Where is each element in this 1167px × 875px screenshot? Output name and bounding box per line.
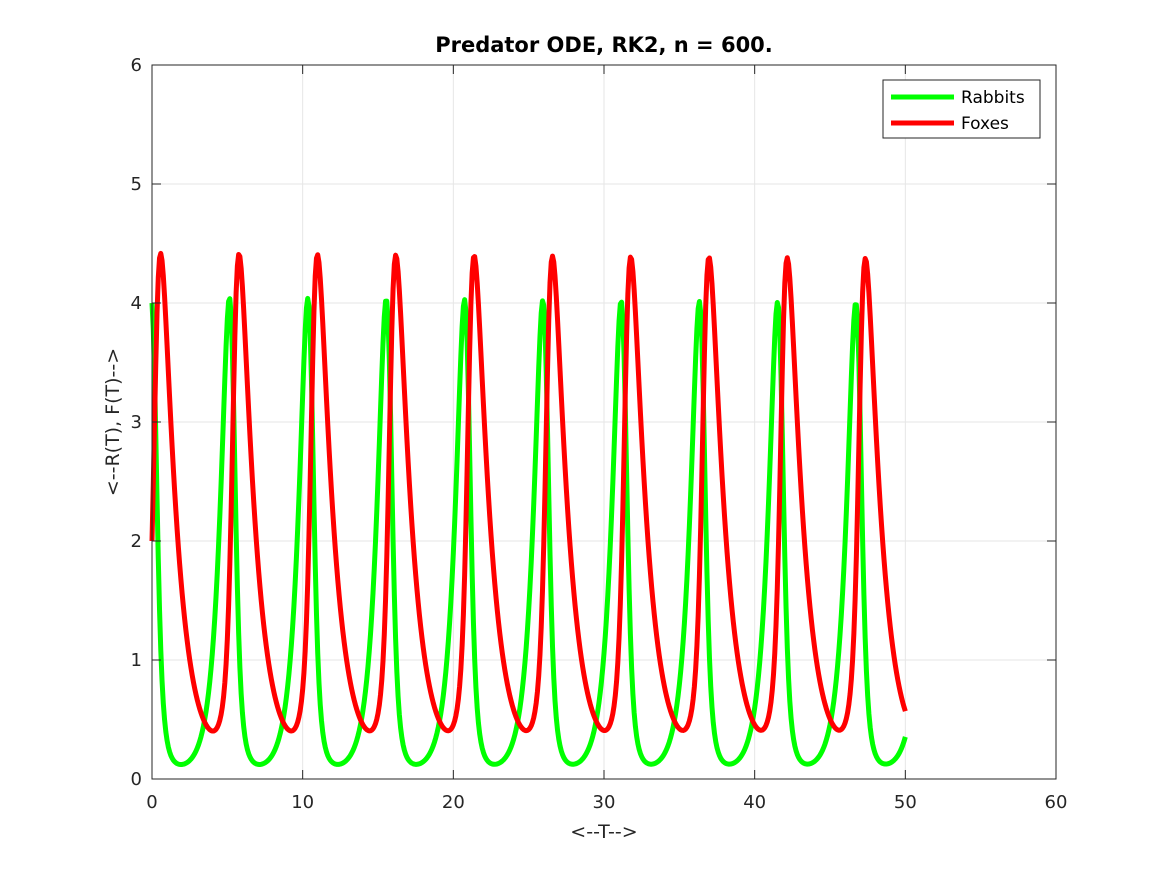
- series-line-rabbits: [149, 295, 908, 768]
- series-line-foxes: [149, 250, 908, 734]
- legend-box: [882, 79, 1041, 139]
- chart-title: Predator ODE, RK2, n = 600.: [435, 33, 773, 57]
- y-tick-label: 3: [131, 412, 142, 433]
- y-tick-label: 2: [131, 531, 142, 552]
- y-tick-label: 1: [131, 650, 142, 671]
- y-tick-label: 0: [131, 769, 142, 790]
- x-tick-label: 20: [442, 792, 465, 813]
- tick-marks: [151, 64, 1057, 780]
- y-tick-label: 5: [131, 174, 142, 195]
- x-tick-labels: 0 10 20 30 40 50 60: [146, 792, 1067, 813]
- x-axis-label: <--T-->: [570, 821, 637, 843]
- y-tick-label: 6: [131, 55, 142, 76]
- x-tick-label: 0: [146, 792, 157, 813]
- y-tick-label: 4: [131, 293, 142, 314]
- x-tick-label: 60: [1045, 792, 1068, 813]
- x-tick-label: 50: [894, 792, 917, 813]
- legend[interactable]: Rabbits Foxes: [882, 79, 1041, 139]
- x-tick-label: 10: [291, 792, 314, 813]
- series-layer: [149, 250, 908, 768]
- legend-label-rabbits: Rabbits: [961, 88, 1025, 108]
- y-axis-label: <--R(T), F(T)-->: [102, 348, 124, 496]
- y-tick-labels: 0 1 2 3 4 5 6: [131, 55, 142, 790]
- x-tick-label: 40: [743, 792, 766, 813]
- x-tick-label: 30: [593, 792, 616, 813]
- legend-label-foxes: Foxes: [961, 114, 1009, 134]
